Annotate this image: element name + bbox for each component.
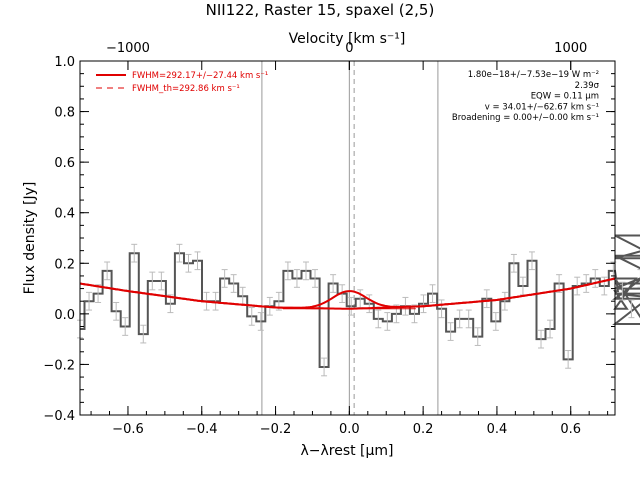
y-tick-label: 0.0 [54,308,75,323]
x-tick-label: −0.2 [260,422,292,437]
top-tick-label: 1000 [554,41,587,56]
y-axis-label: Flux density [Jy] [22,182,38,295]
top-axis-label: Velocity [km s⁻¹] [289,31,406,47]
x-tick-label: 0.0 [339,422,360,437]
fit-annotation: 1.80e−18+/−7.53e−19 W m⁻² [468,70,599,80]
fit-annotation: EQW = 0.11 μm [531,92,599,102]
x-tick-label: −0.6 [112,422,144,437]
fit-annotation: v = 34.01+/−62.67 km s⁻¹ [485,102,599,112]
fit-annotation: 2.39σ [575,81,600,91]
y-tick-label: 0.8 [54,106,75,121]
legend-label-fwhm: FWHM=292.17+/−27.44 km s⁻¹ [132,71,268,81]
x-tick-label: 0.6 [560,422,581,437]
x-axis-label: λ−λrest [μm] [300,443,393,459]
y-tick-label: 0.4 [54,207,75,222]
legend-label-fwhm-th: FWHM_th=292.86 km s⁻¹ [132,84,240,94]
plot-data [77,234,640,377]
top-tick-label: 0 [345,41,353,56]
x-tick-label: 0.4 [487,422,508,437]
x-tick-label: 0.2 [413,422,434,437]
y-tick-label: 1.0 [54,55,75,70]
legend: FWHM=292.17+/−27.44 km s⁻¹ FWHM_th=292.86… [96,71,268,94]
y-tick-label: −0.4 [43,409,75,424]
top-tick-label: −1000 [106,41,150,56]
y-tick-label: 0.6 [54,156,75,171]
y-tick-label: −0.2 [43,358,75,373]
y-tick-label: 0.2 [54,257,75,272]
x-tick-label: −0.4 [186,422,218,437]
spectrum-step-line [80,234,640,368]
fit-annotation: Broadening = 0.00+/−0.00 km s⁻¹ [452,113,599,123]
reference-lines [261,61,439,415]
chart-title: NII122, Raster 15, spaxel (2,5) [206,1,435,19]
axes: −0.6 −0.4 −0.2 0.0 0.2 0.4 0.6 −1000 0 1000 −0.4 −0… [43,41,616,437]
total-fit-curve [79,277,616,309]
